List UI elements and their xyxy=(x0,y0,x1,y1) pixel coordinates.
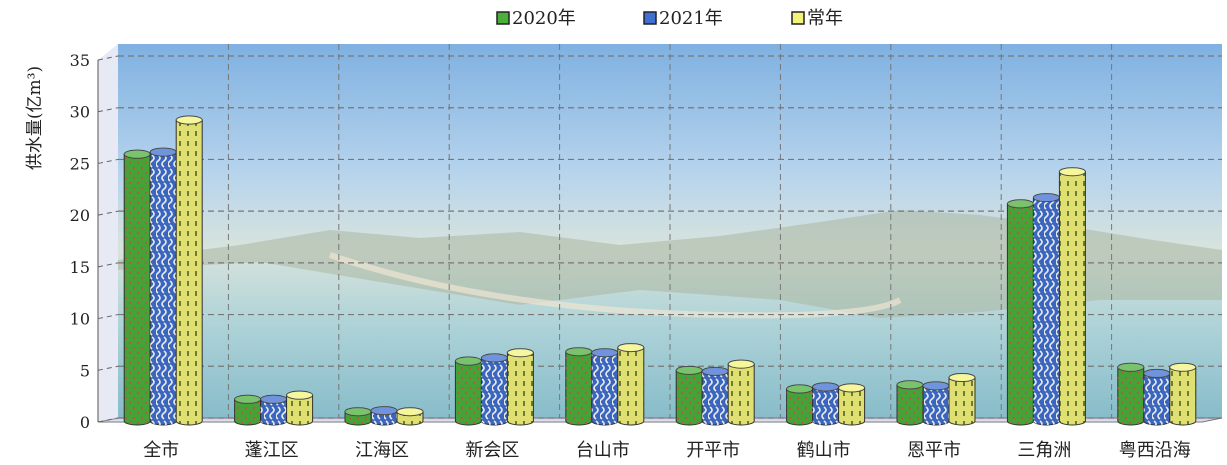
y-tick-label: 35 xyxy=(70,51,90,70)
bar-1-1 xyxy=(260,394,288,426)
legend-label-1: 2021年 xyxy=(659,8,723,29)
bar-2-5 xyxy=(727,359,755,426)
bar-2-4 xyxy=(617,343,645,426)
category-label: 蓬江区 xyxy=(245,440,299,461)
bar-1-2 xyxy=(370,406,398,426)
side-wall xyxy=(98,44,118,422)
bar-2-1 xyxy=(286,390,314,426)
y-tick-label: 20 xyxy=(70,206,90,225)
legend-swatch-0 xyxy=(496,11,510,25)
y-axis-title: 供水量(亿m³) xyxy=(25,66,45,170)
bar-0-2 xyxy=(344,407,372,426)
bar-2-3 xyxy=(506,348,534,426)
legend: 2020年 2021年 常年 xyxy=(496,8,843,29)
bar-0-5 xyxy=(675,365,703,426)
bar-1-5 xyxy=(701,366,729,426)
category-label: 新会区 xyxy=(465,440,519,461)
category-label: 台山市 xyxy=(576,440,630,461)
category-label: 江海区 xyxy=(355,440,409,461)
bar-2-6 xyxy=(838,383,866,426)
bar-1-0 xyxy=(149,147,177,426)
bar-2-9 xyxy=(1169,362,1197,426)
bar-1-8 xyxy=(1032,193,1060,426)
bar-0-9 xyxy=(1117,362,1145,426)
y-tick-label: 0 xyxy=(80,413,90,432)
bar-0-3 xyxy=(454,356,482,426)
y-tick-labels: 0 5 10 15 20 25 30 35 xyxy=(70,51,90,432)
category-labels: 全市 蓬江区 江海区 新会区 台山市 开平市 鹤山市 恩平市 三角洲 粤西沿海 xyxy=(143,440,1191,461)
bar-1-6 xyxy=(812,382,840,426)
bar-1-9 xyxy=(1143,368,1171,426)
bar-1-7 xyxy=(922,381,950,426)
bars-layer xyxy=(123,115,1197,426)
bar-2-2 xyxy=(396,407,424,426)
y-tick-label: 15 xyxy=(70,258,90,277)
bar-0-0 xyxy=(123,149,151,426)
bar-0-6 xyxy=(786,384,814,426)
category-label: 开平市 xyxy=(686,440,740,461)
y-tick-label: 10 xyxy=(70,310,90,329)
bar-2-0 xyxy=(175,115,203,426)
bar-0-1 xyxy=(234,394,262,426)
legend-label-0: 2020年 xyxy=(512,8,576,29)
category-label: 粤西沿海 xyxy=(1119,440,1191,461)
bar-2-7 xyxy=(948,373,976,426)
y-tick-label: 30 xyxy=(70,103,90,122)
category-label: 三角洲 xyxy=(1017,440,1071,461)
bar-0-4 xyxy=(565,347,593,426)
y-tick-label: 25 xyxy=(70,154,90,173)
bar-1-3 xyxy=(480,353,508,426)
category-label: 恩平市 xyxy=(907,440,961,461)
bar-1-4 xyxy=(591,348,619,426)
legend-label-2: 常年 xyxy=(807,8,843,29)
y-tick-label: 5 xyxy=(80,361,90,380)
category-label: 鹤山市 xyxy=(797,440,851,461)
legend-swatch-1 xyxy=(643,11,657,25)
category-label: 全市 xyxy=(143,440,179,461)
legend-swatch-2 xyxy=(791,11,805,25)
bar-0-8 xyxy=(1006,199,1034,426)
bar-0-7 xyxy=(896,380,924,426)
bar-2-8 xyxy=(1058,167,1086,426)
